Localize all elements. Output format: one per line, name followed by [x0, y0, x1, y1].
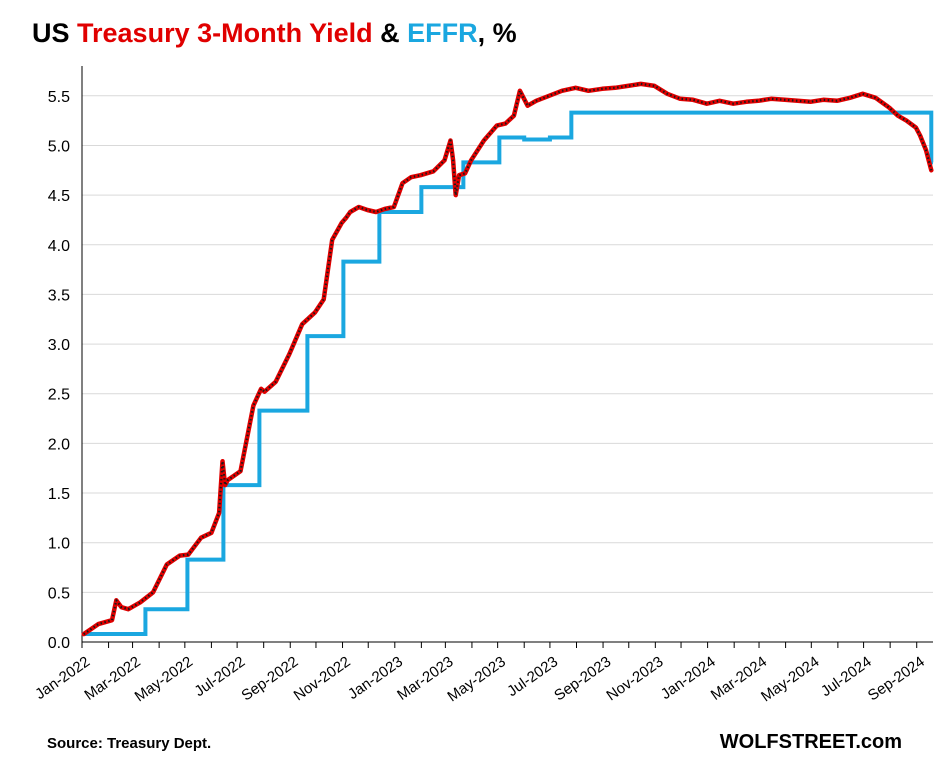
- y-tick-label: 3.5: [48, 287, 70, 304]
- x-tick-label: Jan-2023: [345, 653, 406, 703]
- title-joiner: &: [372, 18, 408, 48]
- y-tick-label: 4.5: [48, 188, 70, 205]
- x-tick-label: Sep-2023: [551, 653, 614, 704]
- title-suffix: , %: [477, 18, 517, 48]
- y-tick-label: 2.0: [48, 436, 70, 453]
- axes: [81, 66, 933, 648]
- y-tick-label: 3.0: [48, 337, 70, 354]
- brand-label: WOLFSTREET.com: [719, 731, 902, 753]
- x-tick-labels: Jan-2022Mar-2022May-2022Jul-2022Sep-2022…: [32, 653, 928, 705]
- yield-line: [81, 81, 934, 637]
- x-tick-label: May-2023: [444, 653, 508, 705]
- y-tick-label: 0.0: [48, 635, 70, 652]
- x-tick-label: May-2022: [132, 653, 196, 705]
- y-tick-labels: 0.0 0.5 1.0 1.5 2.0 2.5 3.0 3.5 4.0 4.5 5.0 5.5: [48, 89, 70, 652]
- title-prefix: US: [32, 18, 78, 48]
- x-tick-label: Sep-2022: [238, 653, 301, 704]
- x-tick-label: May-2024: [758, 653, 822, 705]
- y-tick-label: 2.5: [48, 387, 70, 404]
- y-tick-label: 0.5: [48, 585, 70, 602]
- x-tick-label: Jan-2024: [658, 653, 719, 703]
- y-tick-label: 1.0: [48, 536, 70, 553]
- series-group: [81, 81, 934, 637]
- y-tick-label: 5.0: [48, 138, 70, 155]
- y-tick-label: 1.5: [48, 486, 70, 503]
- x-tick-label: Jan-2022: [32, 653, 93, 703]
- grid-lines: [82, 95, 933, 593]
- effr-line: [82, 110, 934, 637]
- x-tick-label: Sep-2024: [865, 653, 928, 704]
- title-series1: Treasury 3-Month Yield: [77, 18, 373, 48]
- x-tick-label: Nov-2022: [291, 653, 354, 704]
- x-tick-label: Nov-2023: [603, 653, 666, 704]
- yield-line-dots: [83, 82, 933, 636]
- title-series2: EFFR: [407, 18, 478, 48]
- y-tick-label: 4.0: [48, 238, 70, 255]
- chart-title: US Treasury 3-Month Yield & EFFR, %: [32, 18, 517, 49]
- y-tick-label: 5.5: [48, 89, 70, 106]
- source-note: Source: Treasury Dept.: [47, 735, 212, 752]
